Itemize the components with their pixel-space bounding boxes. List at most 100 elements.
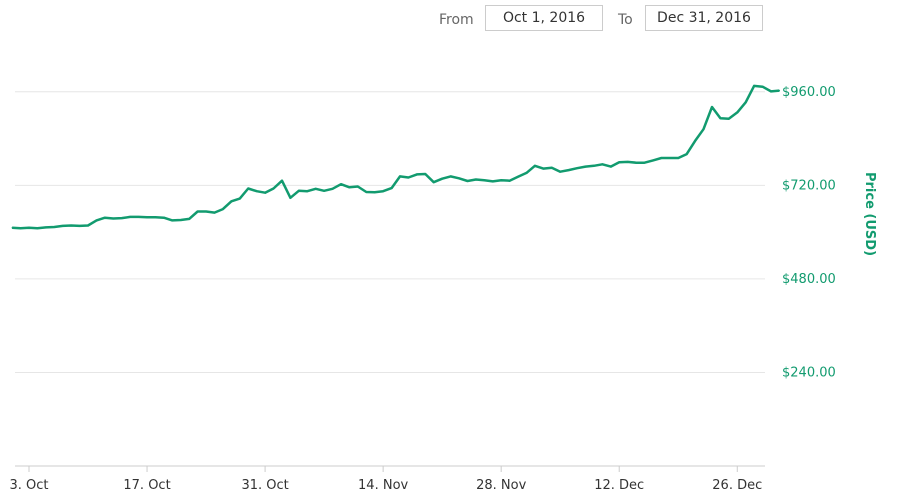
data-point bbox=[28, 227, 30, 229]
data-point bbox=[121, 217, 123, 219]
data-point bbox=[205, 210, 207, 213]
data-point bbox=[391, 187, 393, 189]
price-series-line bbox=[12, 84, 780, 230]
x-tick-label: 17. Oct bbox=[123, 478, 170, 493]
data-point bbox=[348, 186, 350, 188]
data-point bbox=[374, 191, 376, 193]
data-point bbox=[188, 218, 190, 220]
data-point bbox=[230, 200, 232, 202]
data-point bbox=[509, 180, 511, 182]
data-point bbox=[289, 197, 291, 199]
data-point bbox=[281, 180, 283, 182]
data-point bbox=[315, 188, 317, 190]
data-point bbox=[694, 140, 696, 142]
to-date-input[interactable]: Dec 31, 2016 bbox=[645, 5, 763, 31]
data-point bbox=[745, 101, 747, 103]
data-point bbox=[450, 175, 452, 177]
data-point bbox=[576, 167, 578, 169]
data-point bbox=[458, 177, 460, 179]
data-point bbox=[618, 161, 620, 163]
data-point bbox=[382, 190, 384, 192]
data-point bbox=[36, 227, 39, 229]
data-point bbox=[627, 161, 629, 163]
data-point bbox=[778, 90, 781, 92]
data-point bbox=[584, 166, 587, 168]
data-point bbox=[500, 179, 502, 181]
data-point bbox=[104, 217, 106, 219]
data-point bbox=[753, 85, 755, 87]
y-tick-label: $480.00 bbox=[782, 272, 836, 287]
data-point bbox=[171, 219, 173, 221]
data-point bbox=[492, 180, 494, 182]
data-point bbox=[112, 217, 114, 220]
data-point bbox=[87, 224, 89, 227]
data-point bbox=[643, 162, 646, 164]
data-point bbox=[163, 217, 165, 219]
data-point bbox=[306, 190, 308, 192]
data-point bbox=[323, 190, 325, 192]
grid-lines bbox=[15, 91, 765, 373]
x-tick-label: 14. Nov bbox=[358, 478, 408, 493]
data-point bbox=[466, 180, 469, 182]
data-point bbox=[239, 198, 241, 200]
data-point bbox=[669, 157, 671, 159]
from-date-input[interactable]: Oct 1, 2016 bbox=[485, 5, 603, 31]
data-point bbox=[407, 176, 409, 179]
data-point bbox=[222, 208, 224, 210]
date-range-selector: From Oct 1, 2016 To Dec 31, 2016 bbox=[0, 5, 900, 33]
data-point bbox=[475, 178, 477, 181]
data-point bbox=[138, 216, 140, 218]
data-point bbox=[719, 117, 722, 119]
data-point bbox=[770, 90, 772, 92]
to-label: To bbox=[618, 12, 633, 28]
data-point bbox=[424, 173, 426, 175]
data-point bbox=[433, 181, 435, 183]
data-point bbox=[601, 163, 604, 165]
data-point bbox=[70, 224, 72, 227]
data-point bbox=[298, 190, 300, 192]
data-point bbox=[542, 168, 544, 170]
from-label: From bbox=[439, 12, 474, 28]
data-point bbox=[340, 183, 342, 185]
data-point bbox=[20, 227, 22, 229]
data-point bbox=[357, 185, 359, 188]
x-axis: 3. Oct 17. Oct 31. Oct 14. Nov 28. Nov 12. De… bbox=[9, 465, 765, 493]
data-point bbox=[593, 165, 595, 167]
y-tick-label: $960.00 bbox=[782, 85, 836, 100]
data-point bbox=[197, 210, 199, 213]
data-point bbox=[53, 226, 55, 228]
x-tick-label: 12. Dec bbox=[594, 478, 644, 493]
data-point bbox=[517, 176, 519, 178]
data-point bbox=[180, 219, 182, 221]
data-point bbox=[264, 192, 266, 194]
data-point bbox=[416, 173, 418, 175]
x-tick-label: 31. Oct bbox=[241, 478, 288, 493]
data-point bbox=[365, 191, 367, 193]
data-point bbox=[559, 171, 561, 173]
series-layer bbox=[11, 84, 781, 230]
data-point bbox=[441, 178, 443, 180]
y-axis-title: Price (USD) bbox=[862, 172, 877, 256]
data-point bbox=[129, 216, 131, 218]
data-point bbox=[213, 212, 216, 214]
data-point bbox=[272, 187, 275, 190]
data-point bbox=[736, 111, 738, 113]
x-tick-label: 28. Nov bbox=[476, 478, 526, 493]
data-point bbox=[256, 190, 258, 192]
data-point bbox=[399, 175, 401, 177]
data-point bbox=[762, 86, 764, 88]
data-point bbox=[45, 226, 47, 228]
data-point bbox=[610, 166, 612, 168]
data-point bbox=[660, 157, 663, 159]
data-point bbox=[711, 106, 713, 108]
x-tick-label: 26. Dec bbox=[712, 478, 762, 493]
data-point bbox=[635, 162, 637, 164]
data-point bbox=[154, 216, 157, 218]
data-point bbox=[728, 118, 730, 120]
data-point bbox=[483, 179, 485, 181]
data-point bbox=[62, 225, 64, 227]
data-point bbox=[525, 172, 528, 174]
data-point bbox=[534, 165, 536, 167]
data-point bbox=[11, 227, 13, 229]
data-point bbox=[551, 167, 553, 169]
